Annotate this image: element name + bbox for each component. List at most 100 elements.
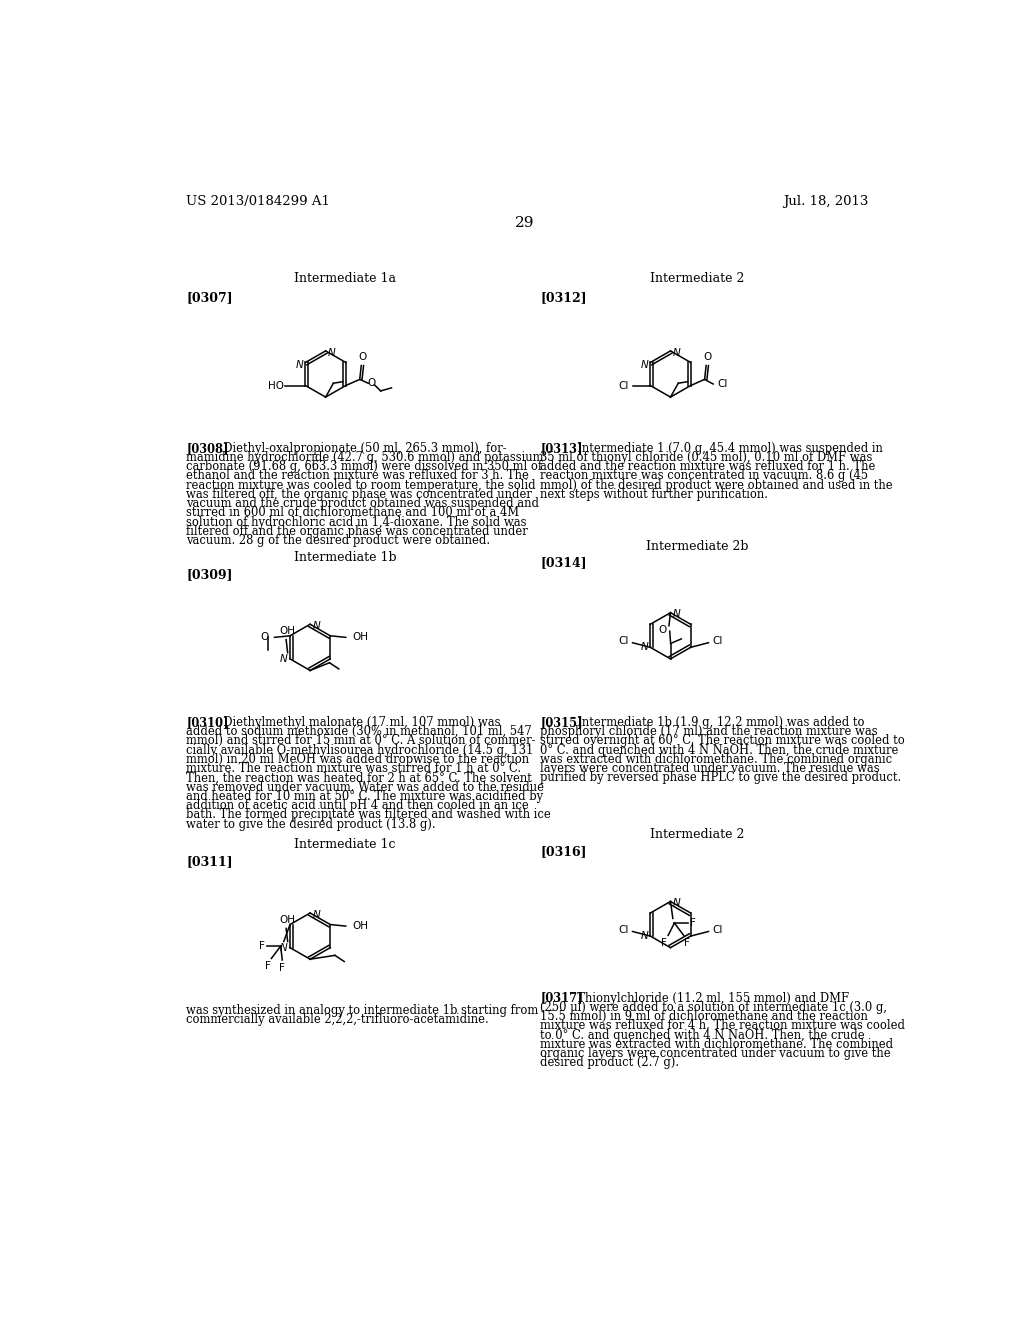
Text: Cl: Cl <box>618 380 629 391</box>
Text: F: F <box>265 961 270 970</box>
Text: vacuum and the crude product obtained was suspended and: vacuum and the crude product obtained wa… <box>186 498 539 511</box>
Text: mixture was extracted with dichloromethane. The combined: mixture was extracted with dichlorometha… <box>541 1038 893 1051</box>
Text: [0315]: [0315] <box>541 715 583 729</box>
Text: 0° C. and quenched with 4 N NaOH. Then, the crude mixture: 0° C. and quenched with 4 N NaOH. Then, … <box>541 743 899 756</box>
Text: [0311]: [0311] <box>186 855 232 869</box>
Text: Then, the reaction was heated for 2 h at 65° C. The solvent: Then, the reaction was heated for 2 h at… <box>186 771 532 784</box>
Text: Intermediate 1b: Intermediate 1b <box>294 552 396 564</box>
Text: commercially available 2,2,2,-trifluoro-acetamidine.: commercially available 2,2,2,-trifluoro-… <box>186 1014 488 1026</box>
Text: mmol) and stirred for 15 min at 0° C. A solution of commer-: mmol) and stirred for 15 min at 0° C. A … <box>186 734 536 747</box>
Text: N: N <box>295 360 303 370</box>
Text: N: N <box>673 610 681 619</box>
Text: to 0° C. and quenched with 4 N NaOH. Then, the crude: to 0° C. and quenched with 4 N NaOH. The… <box>541 1028 865 1041</box>
Text: mamidine hydrochloride (42.7 g, 530.6 mmol) and potassium: mamidine hydrochloride (42.7 g, 530.6 mm… <box>186 451 544 465</box>
Text: F: F <box>690 917 695 928</box>
Text: Intermediate 2: Intermediate 2 <box>650 272 744 285</box>
Text: O: O <box>358 352 367 363</box>
Text: Cl: Cl <box>717 379 727 389</box>
Text: water to give the desired product (13.8 g).: water to give the desired product (13.8 … <box>186 817 436 830</box>
Text: OH: OH <box>280 915 296 924</box>
Text: Diethyl-oxalpropionate (50 ml, 265.3 mmol), for-: Diethyl-oxalpropionate (50 ml, 265.3 mmo… <box>216 442 506 455</box>
Text: was extracted with dichloromethane. The combined organic: was extracted with dichloromethane. The … <box>541 752 893 766</box>
Text: OH: OH <box>352 632 368 643</box>
Text: vacuum. 28 g of the desired product were obtained.: vacuum. 28 g of the desired product were… <box>186 535 490 548</box>
Text: N: N <box>673 348 681 358</box>
Text: layers were concentrated under vacuum. The residue was: layers were concentrated under vacuum. T… <box>541 762 880 775</box>
Text: Jul. 18, 2013: Jul. 18, 2013 <box>782 195 868 209</box>
Text: solution of hydrochloric acid in 1,4-dioxane. The solid was: solution of hydrochloric acid in 1,4-dio… <box>186 516 526 529</box>
Text: N: N <box>280 942 288 953</box>
Text: [0314]: [0314] <box>541 556 587 569</box>
Text: purified by reversed phase HPLC to give the desired product.: purified by reversed phase HPLC to give … <box>541 771 901 784</box>
Text: [0307]: [0307] <box>186 290 232 304</box>
Text: F: F <box>684 937 690 948</box>
Text: F: F <box>259 941 265 952</box>
Text: 29: 29 <box>515 216 535 230</box>
Text: 35 ml of thionyl chloride (0.45 mol), 0.10 ml of DMF was: 35 ml of thionyl chloride (0.45 mol), 0.… <box>541 451 872 465</box>
Text: Cl: Cl <box>618 636 629 647</box>
Text: [0308]: [0308] <box>186 442 228 455</box>
Text: Intermediate 1a: Intermediate 1a <box>294 272 396 285</box>
Text: HO: HO <box>268 380 284 391</box>
Text: reaction mixture was cooled to room temperature, the solid: reaction mixture was cooled to room temp… <box>186 479 536 492</box>
Text: Intermediate 2: Intermediate 2 <box>650 829 744 841</box>
Text: ethanol and the reaction mixture was refluxed for 3 h. The: ethanol and the reaction mixture was ref… <box>186 470 529 483</box>
Text: added to sodium methoxide (30% in methanol, 101 ml, 547: added to sodium methoxide (30% in methan… <box>186 725 531 738</box>
Text: was synthesized in analogy to intermediate 1b starting from: was synthesized in analogy to intermedia… <box>186 1003 539 1016</box>
Text: N: N <box>328 348 336 358</box>
Text: [0313]: [0313] <box>541 442 583 455</box>
Text: next steps without further purification.: next steps without further purification. <box>541 488 768 502</box>
Text: [0316]: [0316] <box>541 845 587 858</box>
Text: N: N <box>640 643 648 652</box>
Text: cially available O-methylisourea hydrochloride (14.5 g, 131: cially available O-methylisourea hydroch… <box>186 743 534 756</box>
Text: N: N <box>280 653 288 664</box>
Text: and heated for 10 min at 50° C. The mixture was acidified by: and heated for 10 min at 50° C. The mixt… <box>186 789 544 803</box>
Text: 15.5 mmol) in 9 ml of dichloromethane and the reaction: 15.5 mmol) in 9 ml of dichloromethane an… <box>541 1010 868 1023</box>
Text: mixture was refluxed for 4 h. The reaction mixture was cooled: mixture was refluxed for 4 h. The reacti… <box>541 1019 905 1032</box>
Text: organic layers were concentrated under vacuum to give the: organic layers were concentrated under v… <box>541 1047 891 1060</box>
Text: was filtered off, the organic phase was concentrated under: was filtered off, the organic phase was … <box>186 488 532 502</box>
Text: F: F <box>280 964 285 973</box>
Text: stirred in 600 ml of dichloromethane and 100 ml of a 4M: stirred in 600 ml of dichloromethane and… <box>186 507 519 520</box>
Text: mmol) of the desired product were obtained and used in the: mmol) of the desired product were obtain… <box>541 479 893 492</box>
Text: [0309]: [0309] <box>186 568 232 581</box>
Text: N: N <box>640 360 648 370</box>
Text: (250 μl) were added to a solution of intermediate 1c (3.0 g,: (250 μl) were added to a solution of int… <box>541 1001 888 1014</box>
Text: phosphoryl chloride (17 ml) and the reaction mixture was: phosphoryl chloride (17 ml) and the reac… <box>541 725 878 738</box>
Text: O: O <box>368 379 376 388</box>
Text: Intermediate 1 (7.0 g, 45.4 mmol) was suspended in: Intermediate 1 (7.0 g, 45.4 mmol) was su… <box>569 442 883 455</box>
Text: N: N <box>312 620 321 631</box>
Text: F: F <box>660 937 667 948</box>
Text: O: O <box>658 624 667 635</box>
Text: Intermediate 1b (1.9 g, 12.2 mmol) was added to: Intermediate 1b (1.9 g, 12.2 mmol) was a… <box>569 715 864 729</box>
Text: desired product (2.7 g).: desired product (2.7 g). <box>541 1056 680 1069</box>
Text: Intermediate 2b: Intermediate 2b <box>646 540 749 553</box>
Text: carbonate (91.68 g, 663.3 mmol) were dissolved in 350 ml of: carbonate (91.68 g, 663.3 mmol) were dis… <box>186 461 543 474</box>
Text: reaction mixture was concentrated in vacuum. 8.6 g (45: reaction mixture was concentrated in vac… <box>541 470 868 483</box>
Text: [0317]: [0317] <box>541 991 583 1005</box>
Text: Diethylmethyl malonate (17 ml, 107 mmol) was: Diethylmethyl malonate (17 ml, 107 mmol)… <box>216 715 500 729</box>
Text: stirred overnight at 60° C. The reaction mixture was cooled to: stirred overnight at 60° C. The reaction… <box>541 734 905 747</box>
Text: OH: OH <box>352 921 368 931</box>
Text: addition of acetic acid until pH 4 and then cooled in an ice: addition of acetic acid until pH 4 and t… <box>186 799 528 812</box>
Text: [0310]: [0310] <box>186 715 228 729</box>
Text: O: O <box>260 632 268 643</box>
Text: Cl: Cl <box>713 636 723 647</box>
Text: added and the reaction mixture was refluxed for 1 h. The: added and the reaction mixture was reflu… <box>541 461 876 474</box>
Text: Cl: Cl <box>713 925 723 935</box>
Text: Intermediate 1c: Intermediate 1c <box>294 837 395 850</box>
Text: OH: OH <box>280 626 296 636</box>
Text: bath. The formed precipitate was filtered and washed with ice: bath. The formed precipitate was filtere… <box>186 808 551 821</box>
Text: was removed under vacuum. Water was added to the residue: was removed under vacuum. Water was adde… <box>186 780 544 793</box>
Text: N: N <box>673 898 681 908</box>
Text: N: N <box>640 931 648 941</box>
Text: [0312]: [0312] <box>541 290 587 304</box>
Text: US 2013/0184299 A1: US 2013/0184299 A1 <box>186 195 330 209</box>
Text: Cl: Cl <box>618 925 629 935</box>
Text: N: N <box>312 909 321 920</box>
Text: mixture. The reaction mixture was stirred for 1 h at 0° C.: mixture. The reaction mixture was stirre… <box>186 762 521 775</box>
Text: mmol) in 20 ml MeOH was added dropwise to the reaction: mmol) in 20 ml MeOH was added dropwise t… <box>186 752 529 766</box>
Text: Thionylchloride (11.2 ml, 155 mmol) and DMF: Thionylchloride (11.2 ml, 155 mmol) and … <box>569 991 849 1005</box>
Text: O: O <box>703 352 712 363</box>
Text: filtered off and the organic phase was concentrated under: filtered off and the organic phase was c… <box>186 525 528 539</box>
